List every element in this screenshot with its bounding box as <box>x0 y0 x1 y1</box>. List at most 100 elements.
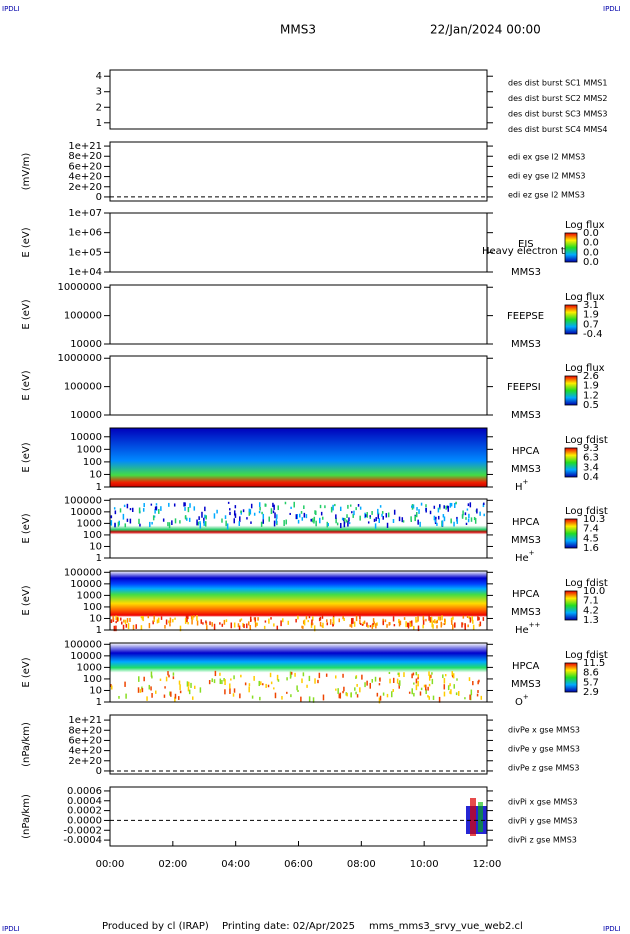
spectrogram-texture <box>238 521 241 527</box>
y-tick-label: 100000 <box>64 311 102 322</box>
y-tick-label: 1 <box>96 625 102 636</box>
legend-entry: des dist burst SC1 MMS1 <box>508 79 607 88</box>
y-tick-label: 10000 <box>70 507 102 518</box>
spectrogram-texture <box>190 615 193 620</box>
spectrogram-texture <box>436 522 438 526</box>
spectrogram-texture <box>351 511 353 514</box>
spectrogram-texture <box>138 676 140 682</box>
spectrogram-texture <box>301 625 303 629</box>
spectrogram-texture <box>465 522 468 525</box>
colorbar-tick-label: 9.3 <box>583 443 599 454</box>
spectrogram-texture <box>438 696 441 703</box>
spectrogram-texture <box>229 688 231 694</box>
spectrogram-texture <box>353 621 356 627</box>
spectrogram-texture <box>450 502 453 507</box>
spectrogram-texture <box>467 624 469 628</box>
spectrogram-texture <box>141 688 144 693</box>
y-axis-label: E (eV) <box>21 657 32 687</box>
ion-label: H+ <box>515 478 529 493</box>
spectrogram-texture <box>155 503 158 506</box>
legend-entry: des dist burst SC3 MMS3 <box>508 110 607 119</box>
spectrogram-texture <box>363 620 366 624</box>
spectrogram-texture <box>240 674 242 678</box>
date: 22/Jan/2024 00:00 <box>430 23 541 37</box>
colorbar-tick-label: 0.0 <box>583 247 599 258</box>
spectrogram-texture <box>193 506 196 511</box>
spectrogram-texture <box>382 692 385 696</box>
spectrogram-texture <box>349 504 352 507</box>
spectrogram-texture <box>117 521 120 527</box>
spectrogram-texture <box>206 625 208 630</box>
spectrogram-texture <box>469 617 472 623</box>
y-tick-label: 1000 <box>77 590 102 601</box>
spectrogram-texture <box>398 621 401 627</box>
spectrogram-texture <box>259 696 261 701</box>
spectrogram-texture <box>196 615 198 621</box>
spectrogram-texture <box>114 522 116 528</box>
ion-charge: + <box>523 478 529 486</box>
spectrogram-texture <box>322 694 325 701</box>
colorbar <box>564 590 578 621</box>
spectrogram-texture <box>420 687 423 691</box>
spectrogram-texture <box>353 510 355 516</box>
spectrogram-texture <box>277 505 280 511</box>
spectrogram-texture <box>268 618 270 624</box>
legend-entry: divPi x gse MMS3 <box>508 798 577 807</box>
spectrogram-texture <box>115 621 117 624</box>
legend-entry: divPe z gse MMS3 <box>508 764 579 773</box>
spectrogram-texture <box>242 622 244 627</box>
spectrogram-texture <box>285 519 287 525</box>
colorbar <box>564 447 578 478</box>
spectrogram-texture <box>354 687 356 691</box>
spectrogram-texture <box>124 681 126 687</box>
spectrogram-texture <box>371 511 373 515</box>
spectrogram-texture <box>254 622 257 628</box>
spectrogram-texture <box>415 512 418 518</box>
spectrogram-texture <box>386 693 389 698</box>
spectrogram-texture <box>348 522 351 525</box>
spectrogram-texture <box>393 624 396 627</box>
spectrogram-texture <box>116 617 119 622</box>
spectrogram-texture <box>464 512 467 516</box>
y-tick-label: 10 <box>89 613 102 624</box>
spectrogram-texture <box>425 507 427 513</box>
spectrogram-texture <box>192 616 194 620</box>
y-tick-label: 2 <box>96 102 102 113</box>
colorbar <box>564 375 578 406</box>
spectrogram-texture <box>169 617 172 623</box>
spectrogram-texture <box>110 619 113 624</box>
spectrogram-texture <box>443 505 445 509</box>
spectrogram-texture <box>211 678 213 683</box>
spectrogram-texture <box>125 693 127 699</box>
colorbar-tick-label: 7.4 <box>583 524 599 535</box>
spectrogram-texture <box>443 691 446 697</box>
spectrogram-texture <box>251 695 254 699</box>
y-tick-label: 0 <box>96 192 102 203</box>
spectrogram-texture <box>150 503 153 506</box>
spectrogram-texture <box>276 625 279 630</box>
spectrogram-texture <box>157 617 160 623</box>
spectrogram-texture <box>151 675 153 679</box>
y-axis-label: (nPa/km) <box>21 722 32 767</box>
spectrogram-texture <box>274 512 276 519</box>
spectrogram-texture <box>290 671 293 675</box>
spectrogram-texture <box>326 622 329 626</box>
spectrogram-texture <box>186 616 188 623</box>
spectrogram-texture <box>169 691 171 696</box>
spectrogram-texture <box>314 678 316 684</box>
spectrogram-texture <box>168 502 170 507</box>
spectrogram-texture <box>412 504 415 509</box>
spectrogram-texture <box>164 686 166 689</box>
spectrogram-texture <box>415 678 418 684</box>
spectrogram-texture <box>313 625 316 632</box>
spectrogram-texture <box>221 623 224 627</box>
spectrogram-texture <box>224 679 226 686</box>
spectrogram-texture <box>455 501 457 505</box>
title: MMS3 <box>280 23 316 37</box>
y-tick-label: 3 <box>96 87 102 98</box>
spectrogram-texture <box>319 517 321 524</box>
spectrogram-texture <box>158 509 160 514</box>
spectrogram-texture <box>233 622 236 628</box>
colorbar-tick-label: 11.5 <box>583 658 605 669</box>
spectrogram-texture <box>474 518 477 524</box>
